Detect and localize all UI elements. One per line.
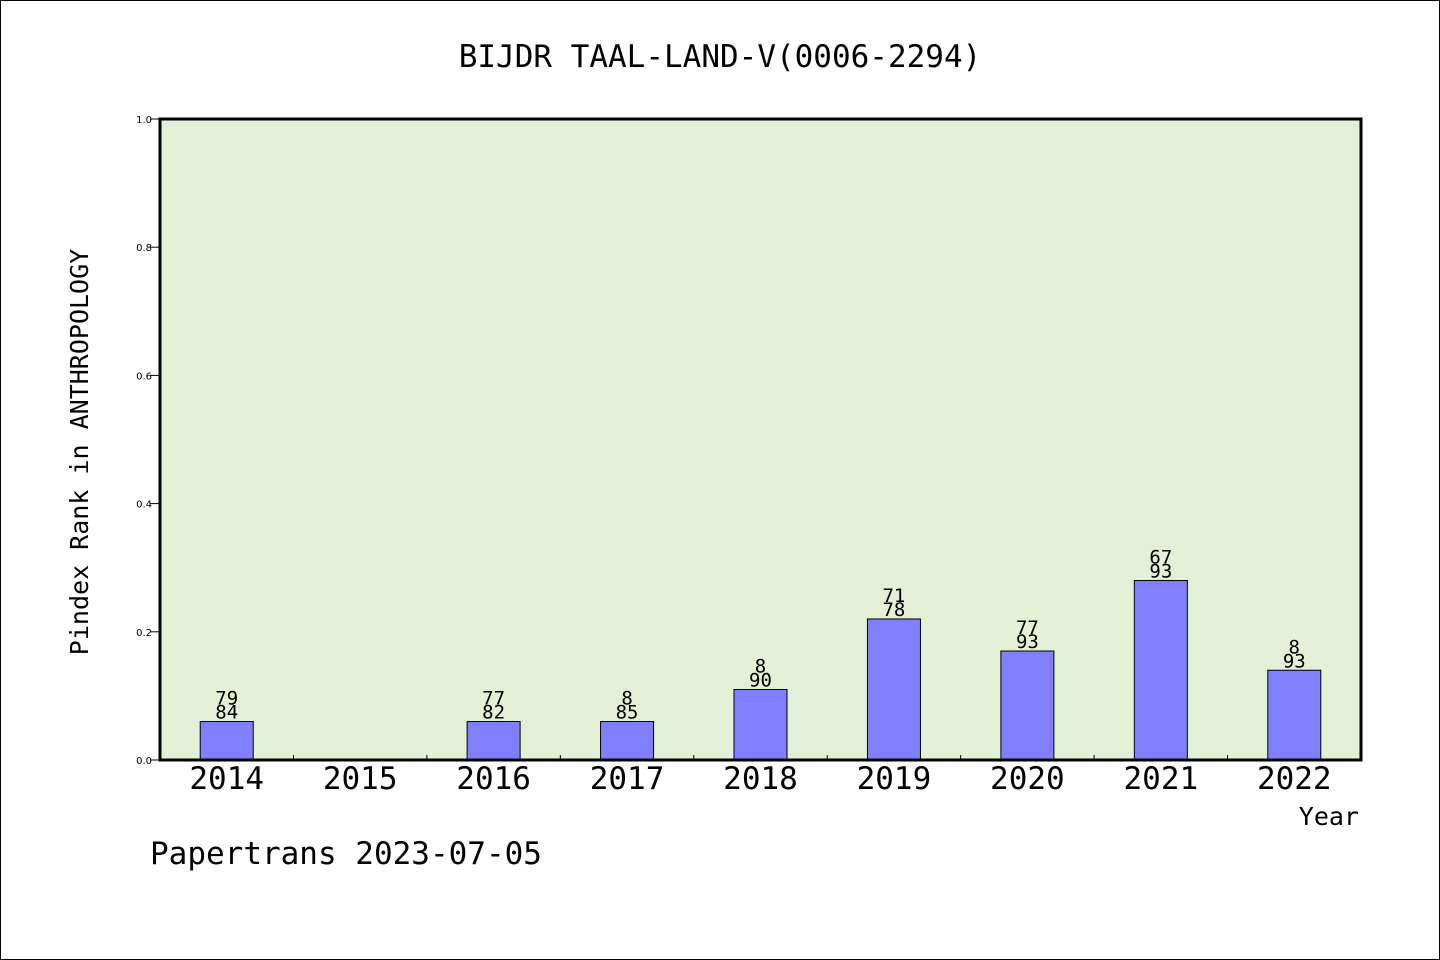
x-tick-label: 2017 [590,761,665,797]
y-tick-label: 0.8 [136,243,152,254]
y-tick-label: 0.0 [136,756,152,767]
bar-label-top: 77 [1016,617,1039,639]
y-tick-label: 1.0 [136,115,152,126]
bar [1267,669,1322,761]
chart-title: BIJDR TAAL-LAND-V(0006-2294) [459,39,982,75]
bar-label-top: 8 [1289,636,1300,658]
bar-label-bottom: 84 [215,702,238,724]
y-tick-label: 0.2 [136,628,152,639]
x-tick-label: 2018 [723,761,798,797]
x-tick-label: 2022 [1257,761,1332,797]
bar-label-bottom: 78 [882,599,905,621]
bar [466,721,521,761]
x-tick-label: 2015 [323,761,398,797]
x-tick-label: 2014 [189,761,264,797]
bar-label-top: 79 [215,688,238,710]
bar-label-top: 71 [882,585,905,607]
x-tick-label: 2016 [456,761,531,797]
bars [199,580,1322,761]
bar-label-bottom: 90 [749,669,772,691]
x-tick-label: 2021 [1124,761,1199,797]
bar [199,721,254,761]
y-axis-label: Pindex Rank in ANTHROPOLOGY [65,249,94,655]
y-tick-label: 0.6 [136,371,152,382]
bar [1133,580,1188,761]
bar-label-top: 8 [621,688,632,710]
x-axis-label: Year [1299,802,1359,831]
y-axis: 0.0 0.2 0.4 0.6 0.8 1.0 [136,115,160,767]
x-axis: 2014 2015 2016 2017 2018 2019 2020 2021 2022 [189,755,1332,797]
bar-label-top: 67 [1149,547,1172,569]
bar-label-top: 8 [755,655,766,677]
x-tick-label: 2020 [990,761,1065,797]
bar [733,688,788,761]
footer-text: Papertrans 2023-07-05 [150,836,542,872]
bar-label-bottom: 93 [1149,561,1172,583]
bar-label-top: 77 [482,688,505,710]
bar-label-bottom: 82 [482,702,505,724]
bar-label-bottom: 93 [1016,631,1039,653]
bar [866,618,921,761]
plot-border [158,117,1363,762]
bar [600,721,655,761]
bar [1000,650,1055,761]
y-tick-label: 0.4 [136,500,152,511]
bar-label-bottom: 93 [1283,650,1306,672]
bar-label-bottom: 85 [616,702,639,724]
x-tick-label: 2019 [857,761,932,797]
